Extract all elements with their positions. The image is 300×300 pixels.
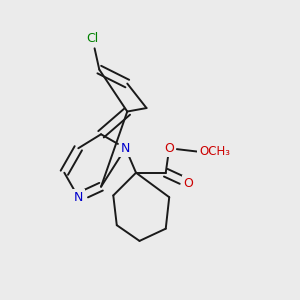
Text: O: O bbox=[164, 142, 174, 155]
Text: N: N bbox=[121, 142, 130, 155]
Text: OCH₃: OCH₃ bbox=[199, 145, 230, 158]
Text: N: N bbox=[74, 191, 83, 204]
Text: Cl: Cl bbox=[86, 32, 98, 45]
Text: O: O bbox=[184, 177, 194, 190]
